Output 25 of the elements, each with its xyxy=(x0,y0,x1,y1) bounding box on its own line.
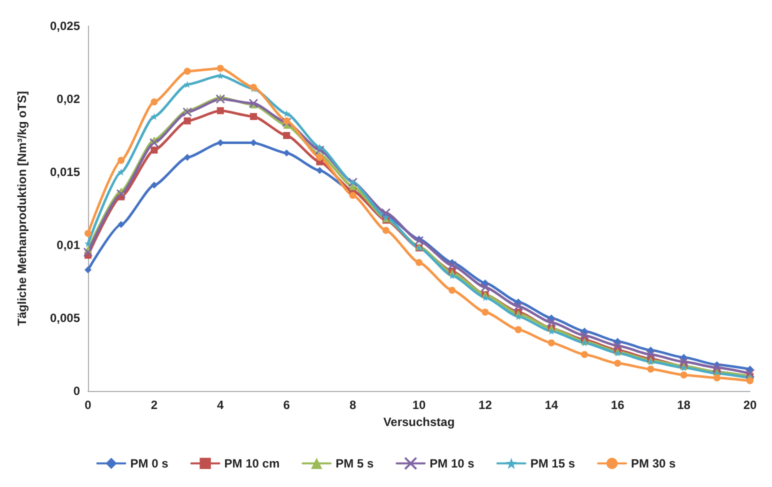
x-axis-title: Versuchstag xyxy=(383,414,455,429)
x-tick-label: 2 xyxy=(150,398,158,412)
x-tick-label: 6 xyxy=(283,398,290,412)
x-tick-label: 20 xyxy=(743,398,757,412)
legend-label: PM 10 s xyxy=(430,456,475,470)
y-tick-label: 0,015 xyxy=(50,165,80,179)
y-tick-label: 0,005 xyxy=(50,311,80,325)
x-tick-label: 14 xyxy=(544,398,558,412)
legend-label: PM 10 cm xyxy=(224,456,280,470)
y-tick-label: 0,02 xyxy=(56,92,80,106)
y-tick-label: 0,025 xyxy=(50,19,80,33)
y-axis-title: Tägliche Methanproduktion [Nm³/kg oTS] xyxy=(15,91,29,326)
x-tick-label: 10 xyxy=(412,398,426,412)
legend-label: PM 0 s xyxy=(130,456,169,470)
y-tick-label: 0,01 xyxy=(56,238,80,252)
y-tick-label: 0 xyxy=(73,384,80,398)
x-tick-label: 8 xyxy=(349,398,356,412)
x-tick-label: 16 xyxy=(610,398,625,412)
x-tick-label: 12 xyxy=(478,398,492,412)
x-tick-label: 18 xyxy=(677,398,691,412)
legend-label: PM 5 s xyxy=(336,456,374,470)
legend-label: PM 30 s xyxy=(631,456,676,470)
x-tick-label: 0 xyxy=(84,398,92,412)
x-tick-label: 4 xyxy=(217,398,224,412)
legend-label: PM 15 s xyxy=(530,456,576,470)
